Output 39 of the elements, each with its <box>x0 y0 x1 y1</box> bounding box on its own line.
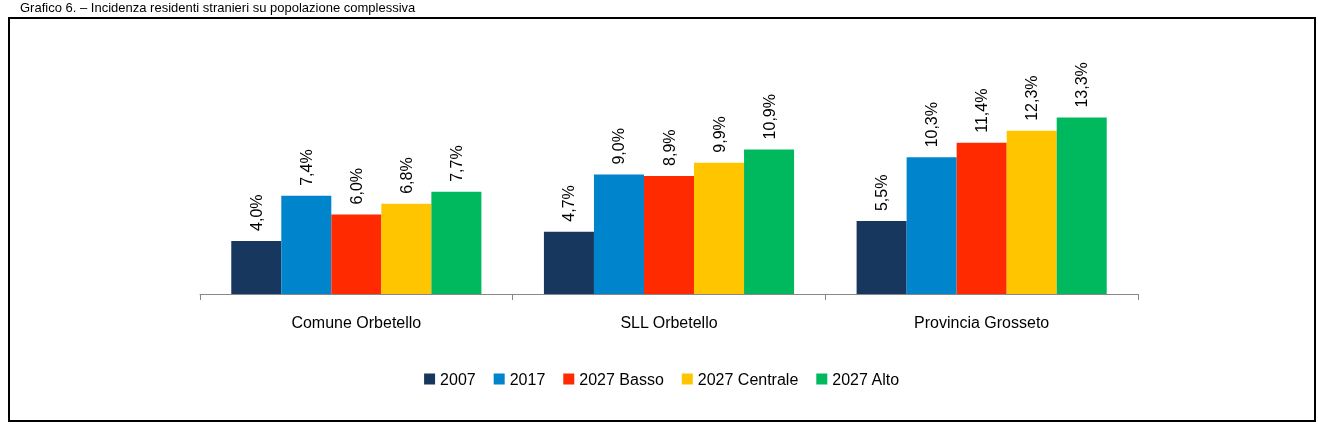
bar <box>231 240 282 294</box>
bar <box>643 175 695 294</box>
data-label: 13,3% <box>1073 62 1091 108</box>
bar <box>593 174 644 294</box>
x-tick-label: SLL Orbetello <box>620 313 718 331</box>
chart-title: Grafico 6. – Incidenza residenti stranieri su popolazione complessiva <box>20 0 416 15</box>
legend-label: 2017 <box>509 370 546 388</box>
bar <box>744 149 795 294</box>
bar <box>431 191 482 294</box>
data-label: 4,0% <box>247 194 265 231</box>
data-label: 10,3% <box>923 101 941 148</box>
legend-label: 2027 Basso <box>579 370 664 388</box>
data-label: 11,4% <box>973 88 991 133</box>
data-label: 9,0% <box>610 128 628 165</box>
data-label: 6,0% <box>347 167 365 205</box>
data-label: 6,8% <box>397 157 415 194</box>
data-label: 7,7% <box>447 145 465 182</box>
bar <box>906 157 957 294</box>
bar <box>856 221 907 294</box>
data-label: 8,9% <box>660 129 678 166</box>
legend-label: 2007 <box>440 370 476 388</box>
bar <box>543 231 594 294</box>
bar <box>381 203 432 294</box>
data-label: 7,4% <box>297 149 315 186</box>
x-tick-label: Provincia Grosseto <box>914 313 1050 331</box>
legend-label: 2027 Alto <box>832 370 900 388</box>
legend-label: 2027 Centrale <box>697 370 799 388</box>
data-label: 12,3% <box>1023 75 1041 121</box>
x-tick-label: Comune Orbetello <box>291 313 422 331</box>
bar <box>1056 117 1107 294</box>
data-label: 10,9% <box>760 94 778 140</box>
data-label: 4,7% <box>560 185 578 222</box>
data-label: 9,9% <box>710 116 728 153</box>
bar <box>956 142 1007 294</box>
data-label: 5,5% <box>873 174 891 212</box>
bar <box>1006 130 1057 294</box>
bar <box>281 195 332 294</box>
bar <box>331 214 382 294</box>
bar <box>694 162 745 294</box>
